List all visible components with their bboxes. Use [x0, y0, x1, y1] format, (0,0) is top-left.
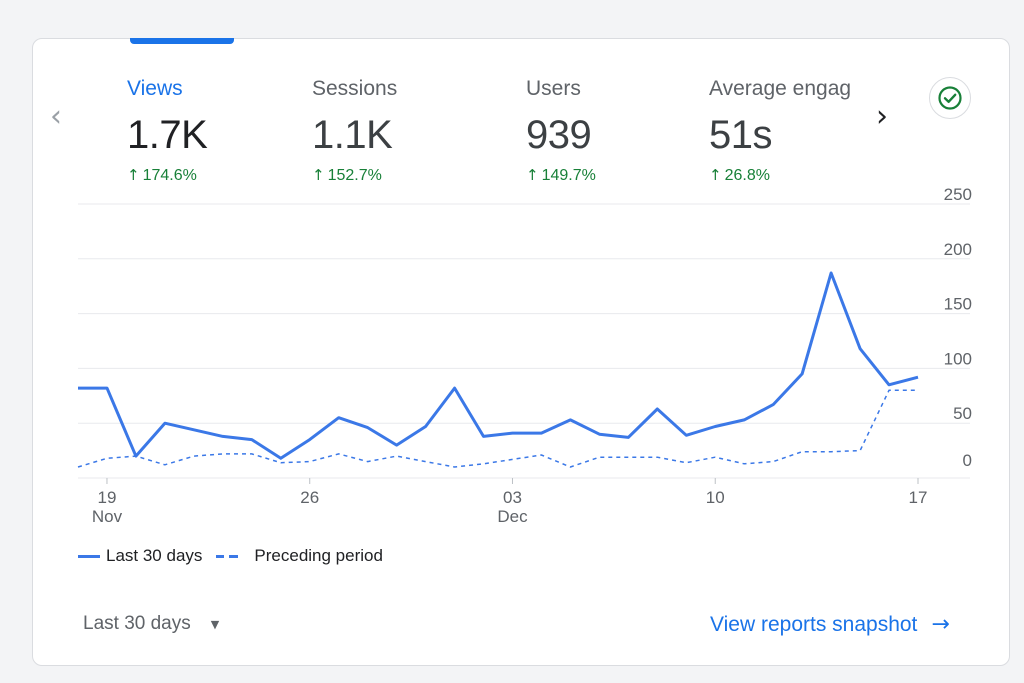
y-tick-label: 250 [944, 185, 972, 204]
metric-change-value: 149.7% [541, 167, 596, 184]
active-tab-indicator [130, 38, 234, 44]
metric-change: ↑ 152.7% [312, 164, 492, 187]
y-tick-label: 200 [944, 240, 972, 259]
legend-dashed-swatch [216, 554, 239, 558]
metric-label: Sessions [312, 77, 398, 100]
legend-current-label: Last 30 days [106, 546, 203, 565]
y-tick-label: 0 [963, 451, 972, 470]
x-tick-label: 10 [706, 488, 725, 507]
x-tick-sublabel: Dec [497, 507, 528, 526]
metric-value: 939 [526, 113, 592, 157]
metric-value: 51s [709, 113, 773, 157]
metric-value: 1.7K [127, 113, 208, 157]
metric-change-value: 26.8% [724, 167, 770, 184]
metric-change: ↑ 174.6% [127, 164, 297, 187]
arrow-right-icon: → [931, 612, 950, 637]
metric-change: ↑ 26.8% [709, 164, 861, 187]
x-tick-label: 03 [503, 488, 522, 507]
metric-change: ↑ 149.7% [526, 164, 696, 187]
x-tick-sublabel: Nov [92, 507, 123, 526]
metric-tab-users[interactable]: Users 939 ↑ 149.7% [526, 74, 696, 187]
legend-solid-swatch [78, 554, 100, 558]
metric-tab-sessions[interactable]: Sessions 1.1K ↑ 152.7% [312, 74, 492, 187]
preceding-period-line [77, 389, 918, 468]
check-circle-icon[interactable] [929, 77, 971, 119]
last-30-days-line [78, 271, 919, 460]
metric-tab-average-engagement[interactable]: Average engag 51s ↑ 26.8% [709, 74, 861, 187]
x-tick-label: 19 [98, 488, 117, 507]
metric-label: Users [526, 77, 581, 100]
caret-down-icon: ▼ [210, 617, 220, 631]
legend-previous-label: Preceding period [254, 546, 383, 565]
date-range-dropdown[interactable]: Last 30 days ▼ [83, 613, 219, 635]
metric-change-value: 174.6% [142, 167, 197, 184]
snapshot-link-label: View reports snapshot [710, 612, 918, 636]
x-tick-label: 26 [300, 488, 319, 507]
arrow-up-icon: ↑ [709, 166, 722, 184]
chevron-right-icon[interactable]: › [876, 99, 888, 134]
metric-tab-views[interactable]: Views 1.7K ↑ 174.6% [127, 74, 297, 187]
y-tick-label: 100 [944, 349, 972, 368]
metric-value: 1.1K [312, 113, 393, 157]
overview-card [32, 38, 1010, 666]
metric-label: Views [127, 77, 183, 100]
arrow-up-icon: ↑ [526, 166, 539, 184]
y-tick-label: 150 [944, 295, 972, 314]
metric-label: Average engag [709, 77, 852, 100]
arrow-up-icon: ↑ [312, 166, 325, 184]
arrow-up-icon: ↑ [127, 166, 140, 184]
metric-change-value: 152.7% [327, 167, 382, 184]
x-tick-label: 17 [909, 488, 928, 507]
y-tick-label: 50 [953, 404, 972, 423]
view-reports-snapshot-link[interactable]: View reports snapshot → [710, 612, 950, 637]
chevron-left-icon[interactable]: ‹ [50, 99, 62, 134]
chart-legend: Last 30 days Preceding period [78, 546, 383, 566]
date-range-label: Last 30 days [83, 613, 191, 634]
